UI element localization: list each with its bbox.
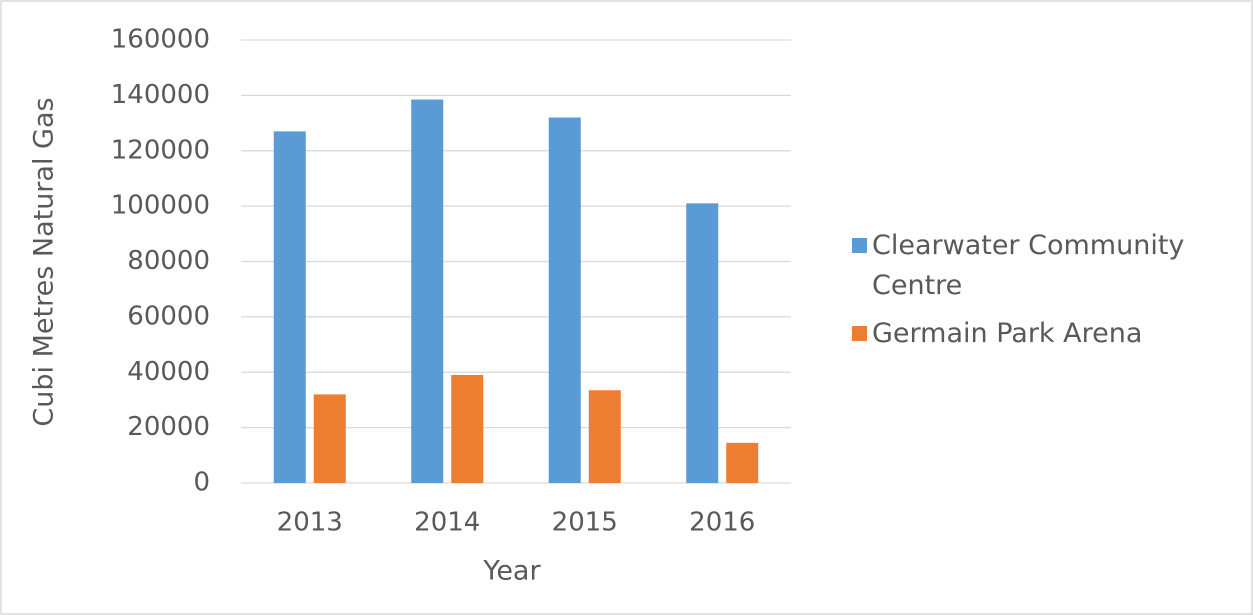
legend-item: Germain Park Arena <box>852 314 1227 354</box>
bar <box>313 394 346 483</box>
y-tick-label: 60000 <box>127 301 210 331</box>
x-tick-label: 2014 <box>414 508 480 538</box>
legend-swatch <box>852 326 867 341</box>
legend: Clearwater Community Centre Germain Park … <box>852 226 1227 362</box>
bar <box>686 203 719 483</box>
y-tick-label: 0 <box>193 468 210 498</box>
y-axis-title: Cubi Metres Natural Gas <box>29 97 60 426</box>
bar <box>451 375 484 483</box>
y-tick-label: 140000 <box>111 80 210 110</box>
bar <box>411 99 444 483</box>
legend-item: Clearwater Community Centre <box>852 226 1227 306</box>
legend-label: Germain Park Arena <box>872 318 1143 349</box>
y-tick-label: 80000 <box>127 246 210 276</box>
y-tick-label: 20000 <box>127 412 210 442</box>
legend-swatch <box>852 238 867 253</box>
y-tick-label: 120000 <box>111 135 210 165</box>
legend-label: Clearwater Community Centre <box>872 230 1185 301</box>
bar <box>588 390 621 483</box>
bar <box>726 442 759 483</box>
x-axis-title: Year <box>482 556 541 587</box>
x-tick-label: 2013 <box>277 508 343 538</box>
bar <box>273 131 306 483</box>
x-tick-label: 2015 <box>552 508 618 538</box>
y-tick-label: 100000 <box>111 191 210 221</box>
y-tick-label: 40000 <box>127 357 210 387</box>
x-tick-label: 2016 <box>689 508 755 538</box>
y-tick-label: 160000 <box>111 25 210 55</box>
bar <box>548 117 581 484</box>
